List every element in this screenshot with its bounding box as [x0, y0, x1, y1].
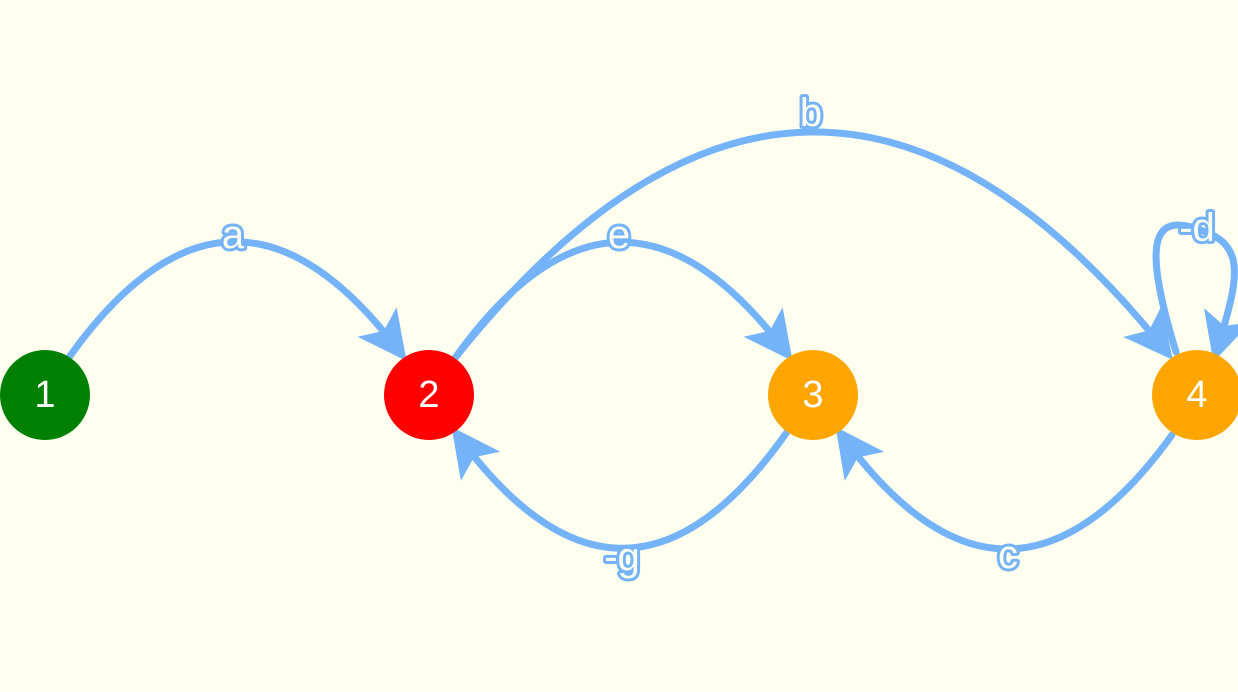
node-4-label: 4 — [1186, 374, 1207, 416]
node-2-circle — [384, 350, 474, 440]
edge-g — [451, 426, 791, 552]
edge-labels-group: a b e -d -g c — [219, 88, 1218, 582]
node-4[interactable]: 4 — [1152, 350, 1238, 440]
edges-group — [66, 128, 1238, 553]
edge-label-a: a — [222, 213, 245, 257]
edge-label-b: b — [800, 91, 822, 135]
node-1-label: 1 — [34, 374, 55, 416]
node-1-circle — [0, 350, 90, 440]
nodes-group: 1 2 3 4 — [0, 350, 1238, 440]
node-3-circle — [768, 350, 858, 440]
node-3[interactable]: 3 — [768, 350, 858, 440]
node-2-label: 2 — [418, 374, 439, 416]
edge-label-c: c — [998, 533, 1018, 577]
node-2[interactable]: 2 — [384, 350, 474, 440]
edge-a — [66, 238, 407, 362]
edge-d — [1152, 221, 1238, 363]
node-4-circle — [1152, 350, 1238, 440]
edge-label-g: -g — [604, 535, 640, 579]
edge-e — [451, 238, 793, 362]
edge-label-e: e — [608, 213, 630, 257]
edge-b — [451, 128, 1173, 362]
edge-c — [835, 426, 1176, 553]
node-3-label: 3 — [802, 374, 823, 416]
node-1[interactable]: 1 — [0, 350, 90, 440]
edge-label-d: -d — [1179, 206, 1215, 250]
